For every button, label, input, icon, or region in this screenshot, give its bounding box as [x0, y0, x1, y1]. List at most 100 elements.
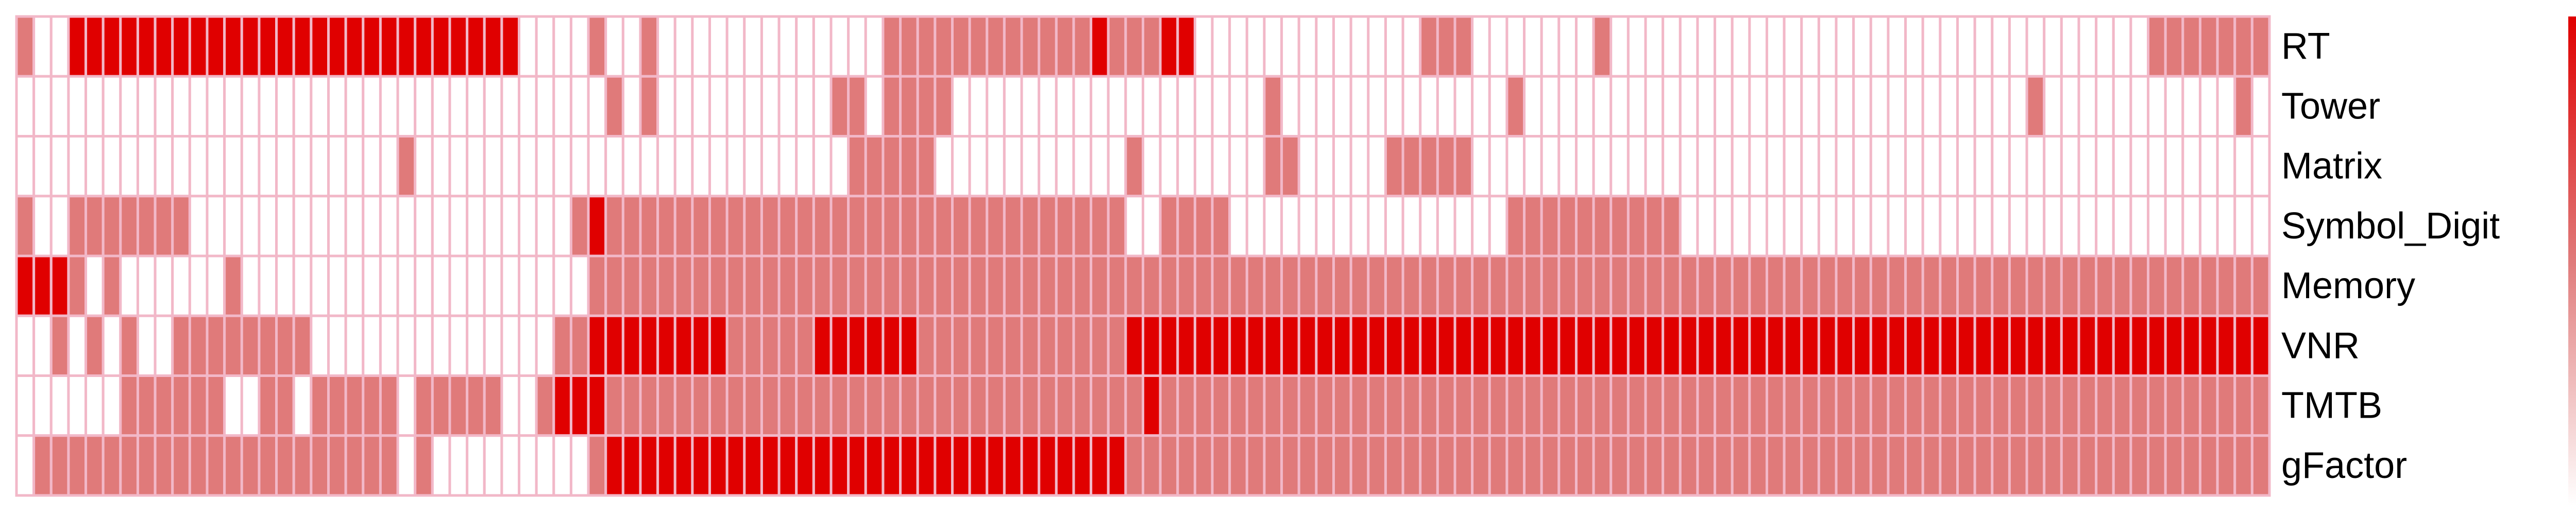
- heatmap-cell: [1939, 374, 1959, 437]
- heatmap-cell: [518, 195, 538, 258]
- heatmap-cell: [154, 434, 174, 497]
- heatmap-cell: [1731, 195, 1751, 258]
- heatmap-cell: [968, 374, 989, 437]
- heatmap-cell: [518, 135, 538, 198]
- heatmap-cell: [1176, 15, 1196, 78]
- heatmap-cell: [2250, 434, 2271, 497]
- heatmap-cell: [1488, 254, 1509, 317]
- heatmap-cell: [1731, 314, 1751, 377]
- heatmap-cell: [362, 434, 382, 497]
- heatmap-cell: [1142, 314, 1162, 377]
- heatmap-cell: [49, 75, 70, 138]
- heatmap-cell: [882, 195, 902, 258]
- heatmap-cell: [154, 75, 174, 138]
- heatmap-cell: [49, 374, 70, 437]
- heatmap-cell: [882, 374, 902, 437]
- heatmap-cell: [32, 195, 53, 258]
- heatmap-cell: [292, 195, 313, 258]
- heatmap-cell: [1193, 434, 1214, 497]
- heatmap-cell: [171, 75, 191, 138]
- heatmap-cell: [1523, 254, 1543, 317]
- heatmap-cell: [101, 314, 122, 377]
- heatmap-cell: [1973, 374, 1994, 437]
- heatmap-cell: [1869, 75, 1890, 138]
- heatmap-cell: [1384, 434, 1404, 497]
- heatmap-cell: [1557, 254, 1578, 317]
- heatmap-cell: [1731, 434, 1751, 497]
- heatmap-cell: [951, 195, 971, 258]
- heatmap-cell: [725, 314, 746, 377]
- heatmap-cell: [1038, 135, 1058, 198]
- heatmap-cell: [1662, 195, 1682, 258]
- heatmap-cell: [483, 15, 503, 78]
- heatmap-cell: [396, 314, 417, 377]
- heatmap-cell: [2129, 434, 2150, 497]
- heatmap-cell: [1835, 254, 1855, 317]
- heatmap-cell: [743, 75, 763, 138]
- heatmap-cell: [951, 374, 971, 437]
- heatmap-cell: [1367, 135, 1387, 198]
- heatmap-cell: [2216, 195, 2236, 258]
- heatmap-cell: [1211, 15, 1231, 78]
- heatmap-cell: [1124, 374, 1145, 437]
- heatmap-cell: [1297, 135, 1318, 198]
- heatmap-cell: [1956, 195, 1976, 258]
- heatmap-cell: [552, 374, 572, 437]
- heatmap-cell: [1748, 254, 1768, 317]
- heatmap-cell: [1765, 75, 1786, 138]
- heatmap-cell: [1176, 135, 1196, 198]
- heatmap-cell: [2233, 135, 2253, 198]
- heatmap-cell: [154, 374, 174, 437]
- heatmap-cell: [362, 374, 382, 437]
- heatmap-cell: [240, 195, 261, 258]
- heatmap-cell: [639, 434, 659, 497]
- heatmap-cell: [1471, 314, 1491, 377]
- heatmap-cell: [49, 135, 70, 198]
- heatmap-cell: [725, 135, 746, 198]
- heatmap-cell: [829, 135, 850, 198]
- heatmap-cell: [1159, 15, 1179, 78]
- heatmap-cell: [656, 374, 676, 437]
- heatmap-cell: [1072, 135, 1093, 198]
- heatmap-cell: [1557, 75, 1578, 138]
- heatmap-cell: [691, 314, 711, 377]
- heatmap-cell: [1557, 15, 1578, 78]
- heatmap-cell: [2164, 75, 2184, 138]
- heatmap-cell: [2077, 434, 2098, 497]
- heatmap-cell: [2164, 15, 2184, 78]
- heatmap-cell: [1055, 434, 1075, 497]
- heatmap-cell: [1176, 434, 1196, 497]
- heatmap-cell: [1783, 254, 1803, 317]
- heatmap-cell: [2008, 314, 2028, 377]
- heatmap-cell: [2077, 135, 2098, 198]
- heatmap-cell: [2164, 135, 2184, 198]
- heatmap-cell: [1367, 75, 1387, 138]
- heatmap-cell: [1159, 434, 1179, 497]
- heatmap-cell: [483, 135, 503, 198]
- heatmap-cell: [396, 195, 417, 258]
- heatmap-cell: [535, 434, 555, 497]
- heatmap-cell: [101, 195, 122, 258]
- heatmap-cell: [1869, 314, 1890, 377]
- heatmap-cell: [1800, 195, 1820, 258]
- heatmap-cell: [1921, 314, 1942, 377]
- heatmap-cell: [344, 195, 365, 258]
- heatmap-cell: [2164, 314, 2184, 377]
- heatmap-cell: [1523, 15, 1543, 78]
- heatmap-cell: [587, 135, 607, 198]
- heatmap-cell: [119, 314, 139, 377]
- heatmap-cell: [1800, 75, 1820, 138]
- heatmap-cell: [1211, 434, 1231, 497]
- heatmap-cell: [587, 195, 607, 258]
- heatmap-cell: [275, 374, 295, 437]
- heatmap-cell: [1193, 15, 1214, 78]
- heatmap-cell: [552, 314, 572, 377]
- heatmap-cell: [1315, 75, 1335, 138]
- heatmap-cell: [379, 254, 399, 317]
- heatmap-cell: [1245, 254, 1266, 317]
- heatmap-cell: [1505, 75, 1526, 138]
- heatmap-cell: [1245, 15, 1266, 78]
- heatmap-cell: [396, 75, 417, 138]
- heatmap-cell: [1939, 15, 1959, 78]
- heatmap-cell: [2147, 135, 2167, 198]
